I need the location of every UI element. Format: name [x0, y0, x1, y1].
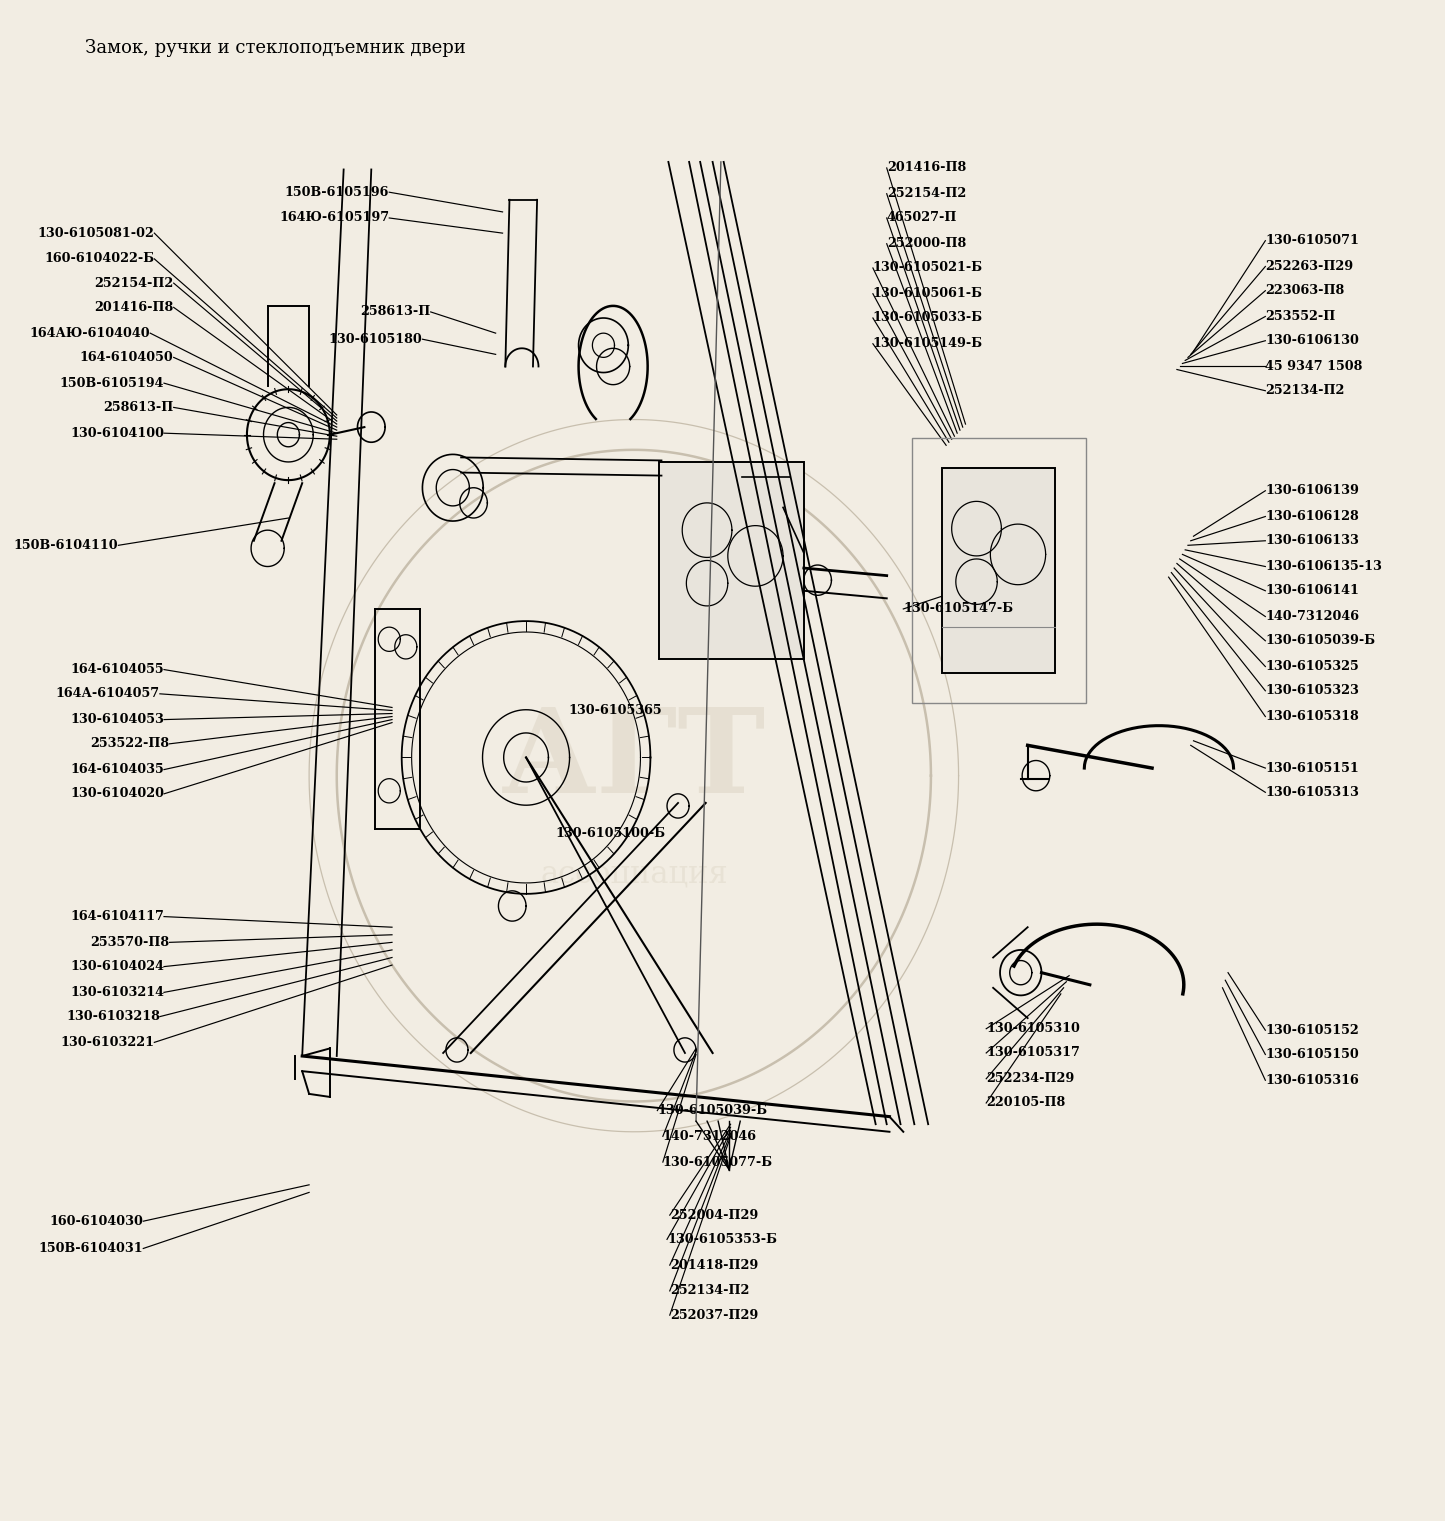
Text: 130-6104020: 130-6104020 — [69, 788, 163, 800]
Text: 130-6105310: 130-6105310 — [985, 1022, 1079, 1036]
Text: 130-6105318: 130-6105318 — [1266, 710, 1360, 722]
Text: 130-6106130: 130-6106130 — [1266, 335, 1360, 347]
Text: 253522-П8: 253522-П8 — [91, 738, 169, 750]
Text: 258613-П: 258613-П — [360, 306, 431, 318]
Text: 150В-6104031: 150В-6104031 — [39, 1243, 143, 1255]
Text: 130-6105180: 130-6105180 — [328, 333, 422, 345]
Text: 252234-П29: 252234-П29 — [985, 1072, 1075, 1086]
Text: 252154-П2: 252154-П2 — [94, 277, 173, 289]
Text: 130-6105039-Б: 130-6105039-Б — [657, 1104, 767, 1116]
Text: ассоциация: ассоциация — [540, 859, 728, 890]
Text: Замок, ручки и стеклоподъемник двери: Замок, ручки и стеклоподъемник двери — [85, 40, 465, 58]
Text: 130-6106141: 130-6106141 — [1266, 584, 1360, 598]
Text: 164-6104055: 164-6104055 — [71, 663, 163, 675]
Text: 130-6106139: 130-6106139 — [1266, 484, 1360, 497]
Text: 253570-П8: 253570-П8 — [91, 935, 169, 949]
Text: 201418-П29: 201418-П29 — [670, 1259, 759, 1272]
Text: 140-7312046: 140-7312046 — [663, 1130, 757, 1142]
Text: 252004-П29: 252004-П29 — [670, 1209, 759, 1221]
Text: 130-6105039-Б: 130-6105039-Б — [1266, 634, 1376, 648]
Text: 130-6105152: 130-6105152 — [1266, 1024, 1360, 1037]
Text: 130-6105151: 130-6105151 — [1266, 762, 1360, 774]
Text: 130-6105149-Б: 130-6105149-Б — [873, 338, 983, 350]
Text: 130-6105365: 130-6105365 — [569, 704, 662, 716]
Text: 252000-П8: 252000-П8 — [887, 237, 965, 251]
Text: 130-6105325: 130-6105325 — [1266, 660, 1360, 672]
Text: 160-6104030: 160-6104030 — [49, 1215, 143, 1227]
Text: 140-7312046: 140-7312046 — [1266, 610, 1360, 624]
Text: 252134-П2: 252134-П2 — [1266, 385, 1345, 397]
Text: 130-6104053: 130-6104053 — [71, 713, 163, 726]
FancyBboxPatch shape — [942, 468, 1055, 672]
Text: 130-6103214: 130-6103214 — [69, 986, 163, 999]
Text: 252134-П2: 252134-П2 — [670, 1284, 749, 1297]
Text: 45 9347 1508: 45 9347 1508 — [1266, 360, 1363, 373]
Text: 223063-П8: 223063-П8 — [1266, 284, 1345, 297]
Text: 130-6103218: 130-6103218 — [66, 1010, 160, 1024]
Text: 130-6105033-Б: 130-6105033-Б — [873, 312, 983, 324]
FancyBboxPatch shape — [659, 462, 803, 659]
Text: 252154-П2: 252154-П2 — [887, 187, 965, 201]
Text: 465027-П: 465027-П — [887, 211, 957, 225]
Text: 201416-П8: 201416-П8 — [887, 161, 965, 175]
Text: 160-6104022-Б: 160-6104022-Б — [45, 252, 155, 265]
Text: 130-6105353-Б: 130-6105353-Б — [668, 1234, 777, 1246]
Text: 130-6105147-Б: 130-6105147-Б — [903, 602, 1013, 616]
Text: 130-6105100-Б: 130-6105100-Б — [555, 827, 665, 840]
Text: 253552-П: 253552-П — [1266, 310, 1335, 322]
Text: 130-6105150: 130-6105150 — [1266, 1048, 1360, 1062]
Text: 130-6105021-Б: 130-6105021-Б — [873, 262, 983, 274]
Text: 252263-П29: 252263-П29 — [1266, 260, 1354, 272]
Text: 220105-П8: 220105-П8 — [985, 1097, 1065, 1109]
Text: 252037-П29: 252037-П29 — [670, 1308, 759, 1322]
Text: 164А-6104057: 164А-6104057 — [56, 687, 160, 700]
Text: 130-6104024: 130-6104024 — [69, 960, 163, 973]
Text: 258613-П: 258613-П — [104, 402, 173, 414]
Text: 130-6106135-13: 130-6106135-13 — [1266, 560, 1383, 573]
Text: 201416-П8: 201416-П8 — [94, 301, 173, 313]
Text: 130-6103221: 130-6103221 — [61, 1036, 155, 1049]
Text: 130-6105316: 130-6105316 — [1266, 1074, 1360, 1088]
Text: 130-6106128: 130-6106128 — [1266, 510, 1360, 523]
Text: 164АЮ-6104040: 164АЮ-6104040 — [29, 327, 150, 339]
Text: 130-6105077-Б: 130-6105077-Б — [663, 1156, 773, 1168]
Text: 150В-6105194: 150В-6105194 — [59, 377, 163, 389]
Text: 130-6105323: 130-6105323 — [1266, 684, 1360, 697]
Text: 164-6104117: 164-6104117 — [71, 910, 163, 923]
Text: АГТ: АГТ — [501, 703, 766, 818]
Text: 130-6104100: 130-6104100 — [69, 427, 163, 440]
Text: 130-6105313: 130-6105313 — [1266, 786, 1360, 799]
Text: 150В-6104110: 150В-6104110 — [14, 538, 118, 552]
Text: 164-6104035: 164-6104035 — [71, 764, 163, 776]
Text: 130-6105061-Б: 130-6105061-Б — [873, 287, 983, 300]
Text: 130-6105081-02: 130-6105081-02 — [38, 227, 155, 240]
Text: 130-6105317: 130-6105317 — [985, 1046, 1079, 1060]
Text: 164-6104050: 164-6104050 — [79, 351, 173, 364]
Text: 164Ю-6105197: 164Ю-6105197 — [279, 211, 389, 225]
Text: 130-6105071: 130-6105071 — [1266, 234, 1360, 248]
Text: 130-6106133: 130-6106133 — [1266, 534, 1360, 548]
Text: 150В-6105196: 150В-6105196 — [285, 186, 389, 199]
